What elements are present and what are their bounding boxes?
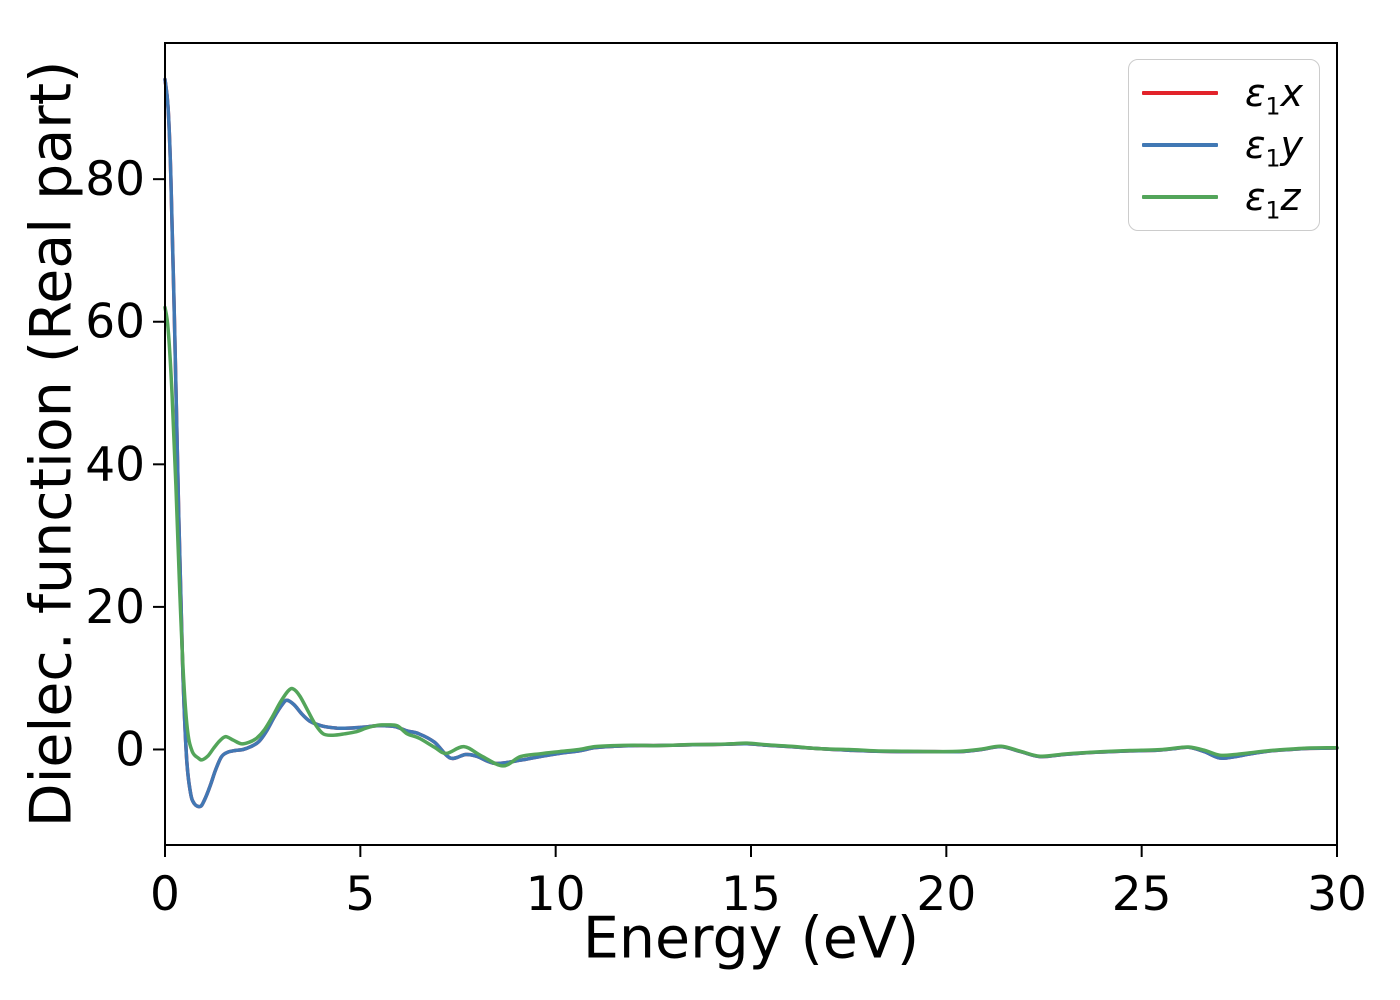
legend-label-epsilon1x: ε1x (1245, 71, 1304, 121)
legend-entry-epsilon1z: ε1z (1129, 175, 1319, 225)
x-tick-label: 0 (150, 867, 180, 922)
legend-label-epsilon1z: ε1z (1245, 175, 1301, 225)
legend-entry-epsilon1x: ε1x (1129, 71, 1319, 121)
y-tick-label: 60 (85, 295, 145, 350)
legend: ε1x ε1y ε1z (1128, 59, 1320, 231)
axes-box (164, 42, 1338, 846)
y-tick-label: 20 (85, 580, 145, 635)
x-tick-label: 5 (345, 867, 375, 922)
x-tick-label: 10 (526, 867, 586, 922)
x-tick-label: 25 (1112, 867, 1172, 922)
legend-line-epsilon1x (1142, 91, 1218, 95)
x-tick-label: 15 (721, 867, 781, 922)
legend-entry-epsilon1y: ε1y (1129, 123, 1319, 173)
curve-epsilon1z (163, 305, 1339, 768)
x-tick-label: 20 (916, 867, 976, 922)
y-axis-label: Dielec. function (Real part) (18, 60, 85, 828)
y-tick-label: 0 (115, 722, 145, 777)
legend-line-epsilon1y (1142, 143, 1218, 147)
legend-line-epsilon1z (1142, 195, 1218, 199)
x-axis-label: Energy (eV) (582, 905, 920, 972)
y-tick-label: 80 (85, 152, 145, 207)
legend-label-epsilon1y: ε1y (1245, 123, 1304, 173)
y-tick-label: 40 (85, 437, 145, 492)
x-tick-label: 30 (1307, 867, 1367, 922)
